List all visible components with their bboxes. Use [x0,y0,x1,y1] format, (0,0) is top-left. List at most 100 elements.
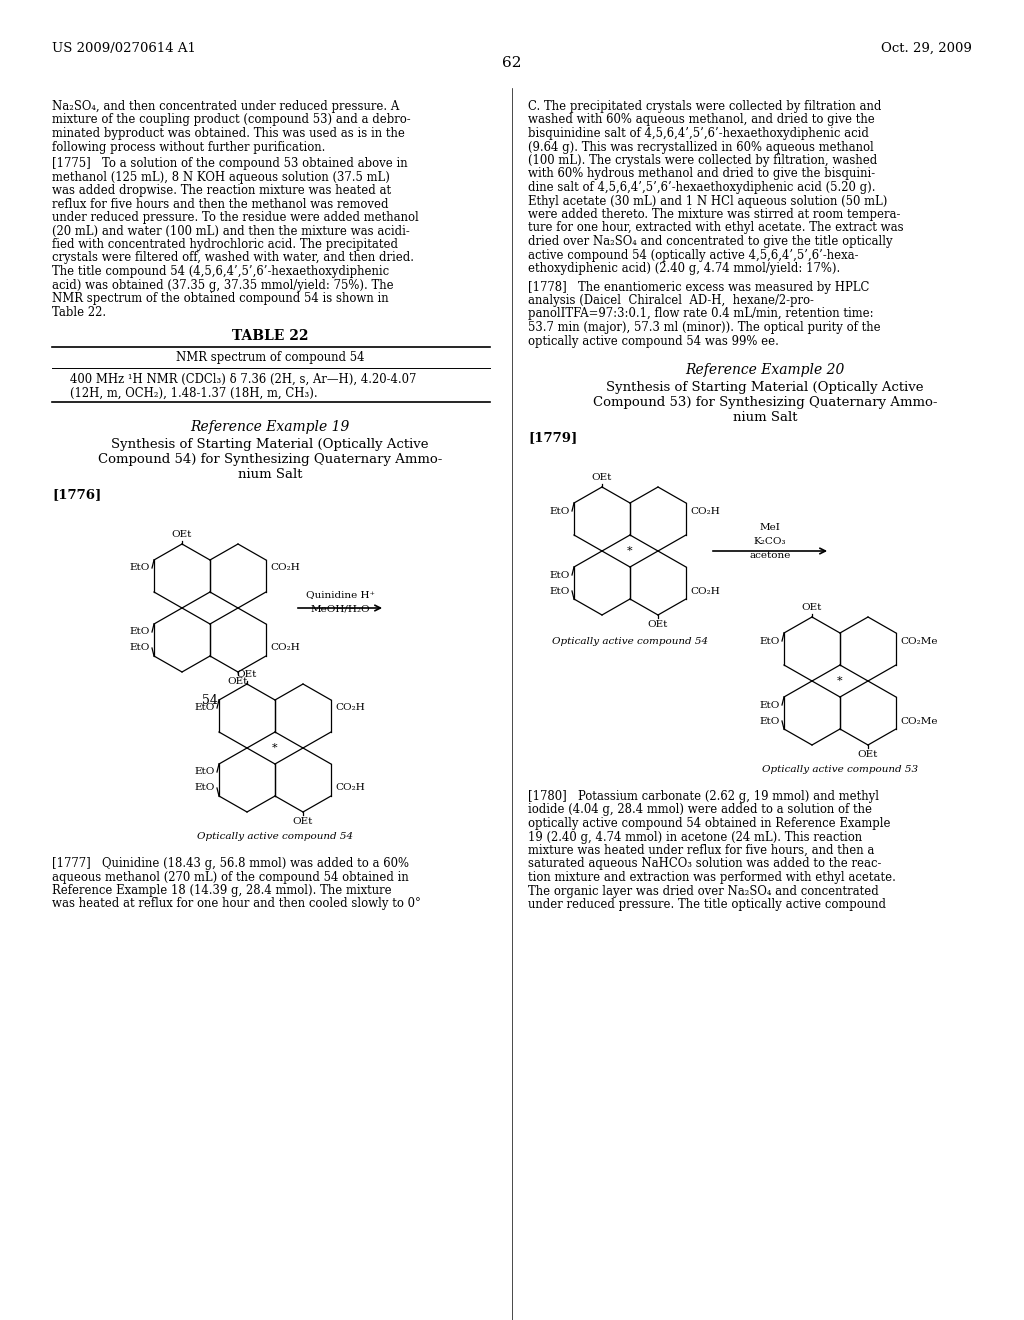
Text: CO₂H: CO₂H [690,586,720,595]
Text: OEt: OEt [858,750,879,759]
Text: 62: 62 [502,55,522,70]
Text: EtO: EtO [760,636,780,645]
Text: *: * [838,676,843,686]
Text: EtO: EtO [760,717,780,726]
Text: iodide (4.04 g, 28.4 mmol) were added to a solution of the: iodide (4.04 g, 28.4 mmol) were added to… [528,804,872,817]
Text: Reference Example 20: Reference Example 20 [685,363,845,378]
Text: [1777]   Quinidine (18.43 g, 56.8 mmol) was added to a 60%: [1777] Quinidine (18.43 g, 56.8 mmol) wa… [52,857,409,870]
Text: EtO: EtO [760,701,780,710]
Text: Compound 53) for Synthesizing Quaternary Ammo-: Compound 53) for Synthesizing Quaternary… [593,396,937,409]
Text: CO₂H: CO₂H [270,564,300,573]
Text: was added dropwise. The reaction mixture was heated at: was added dropwise. The reaction mixture… [52,183,391,197]
Text: MeI: MeI [760,523,780,532]
Text: mixture was heated under reflux for five hours, and then a: mixture was heated under reflux for five… [528,843,874,857]
Text: 53.7 min (major), 57.3 ml (minor)). The optical purity of the: 53.7 min (major), 57.3 ml (minor)). The … [528,321,881,334]
Text: (9.64 g). This was recrystallized in 60% aqueous methanol: (9.64 g). This was recrystallized in 60%… [528,140,873,153]
Text: NMR spectrum of the obtained compound 54 is shown in: NMR spectrum of the obtained compound 54… [52,292,389,305]
Text: OEt: OEt [293,817,313,826]
Text: 54: 54 [202,694,218,708]
Text: The title compound 54 (4,5,6,4’,5’,6’-hexaethoxydiphenic: The title compound 54 (4,5,6,4’,5’,6’-he… [52,265,389,279]
Text: EtO: EtO [550,570,570,579]
Text: TABLE 22: TABLE 22 [231,329,308,343]
Text: CO₂H: CO₂H [335,784,365,792]
Text: were added thereto. The mixture was stirred at room tempera-: were added thereto. The mixture was stir… [528,209,900,220]
Text: OEt: OEt [802,603,822,612]
Text: panolITFA=97:3:0.1, flow rate 0.4 mL/min, retention time:: panolITFA=97:3:0.1, flow rate 0.4 mL/min… [528,308,873,321]
Text: Reference Example 19: Reference Example 19 [190,420,349,434]
Text: dried over Na₂SO₄ and concentrated to give the title optically: dried over Na₂SO₄ and concentrated to gi… [528,235,893,248]
Text: [1775]   To a solution of the compound 53 obtained above in: [1775] To a solution of the compound 53 … [52,157,408,170]
Text: EtO: EtO [195,767,215,776]
Text: saturated aqueous NaHCO₃ solution was added to the reac-: saturated aqueous NaHCO₃ solution was ad… [528,858,882,870]
Text: [1780]   Potassium carbonate (2.62 g, 19 mmol) and methyl: [1780] Potassium carbonate (2.62 g, 19 m… [528,789,879,803]
Text: optically active compound 54 was 99% ee.: optically active compound 54 was 99% ee. [528,334,779,347]
Text: [1779]: [1779] [528,432,578,444]
Text: (12H, m, OCH₂), 1.48-1.37 (18H, m, CH₃).: (12H, m, OCH₂), 1.48-1.37 (18H, m, CH₃). [70,387,317,400]
Text: [1776]: [1776] [52,488,101,502]
Text: K₂CO₃: K₂CO₃ [754,537,786,546]
Text: dine salt of 4,5,6,4’,5’,6’-hexaethoxydiphenic acid (5.20 g).: dine salt of 4,5,6,4’,5’,6’-hexaethoxydi… [528,181,876,194]
Text: OEt: OEt [237,671,257,678]
Text: nium Salt: nium Salt [733,411,798,424]
Text: ethoxydiphenic acid) (2.40 g, 4.74 mmol/yield: 17%).: ethoxydiphenic acid) (2.40 g, 4.74 mmol/… [528,261,841,275]
Text: reflux for five hours and then the methanol was removed: reflux for five hours and then the metha… [52,198,388,210]
Text: under reduced pressure. The title optically active compound: under reduced pressure. The title optica… [528,898,886,911]
Text: methanol (125 mL), 8 N KOH aqueous solution (37.5 mL): methanol (125 mL), 8 N KOH aqueous solut… [52,170,390,183]
Text: EtO: EtO [130,644,150,652]
Text: washed with 60% aqueous methanol, and dried to give the: washed with 60% aqueous methanol, and dr… [528,114,874,127]
Text: Na₂SO₄, and then concentrated under reduced pressure. A: Na₂SO₄, and then concentrated under redu… [52,100,399,114]
Text: tion mixture and extraction was performed with ethyl acetate.: tion mixture and extraction was performe… [528,871,896,884]
Text: 400 MHz ¹H NMR (CDCl₃) δ 7.36 (2H, s, Ar—H), 4.20-4.07: 400 MHz ¹H NMR (CDCl₃) δ 7.36 (2H, s, Ar… [70,374,417,385]
Text: Quinidine H⁺: Quinidine H⁺ [305,590,375,599]
Text: OEt: OEt [592,473,612,482]
Text: *: * [272,743,278,752]
Text: nium Salt: nium Salt [238,469,302,480]
Text: 19 (2.40 g, 4.74 mmol) in acetone (24 mL). This reaction: 19 (2.40 g, 4.74 mmol) in acetone (24 mL… [528,830,862,843]
Text: Optically active compound 54: Optically active compound 54 [197,832,353,841]
Text: Table 22.: Table 22. [52,305,106,318]
Text: active compound 54 (optically active 4,5,6,4’,5’,6’-hexa-: active compound 54 (optically active 4,5… [528,248,858,261]
Text: EtO: EtO [195,704,215,713]
Text: analysis (Daicel  Chiralcel  AD-H,  hexane/2-pro-: analysis (Daicel Chiralcel AD-H, hexane/… [528,294,814,308]
Text: CO₂H: CO₂H [270,644,300,652]
Text: CO₂Me: CO₂Me [900,636,938,645]
Text: Synthesis of Starting Material (Optically Active: Synthesis of Starting Material (Opticall… [606,381,924,393]
Text: C. The precipitated crystals were collected by filtration and: C. The precipitated crystals were collec… [528,100,882,114]
Text: was heated at reflux for one hour and then cooled slowly to 0°: was heated at reflux for one hour and th… [52,898,421,911]
Text: mixture of the coupling product (compound 53) and a debro-: mixture of the coupling product (compoun… [52,114,411,127]
Text: Oct. 29, 2009: Oct. 29, 2009 [881,42,972,55]
Text: US 2009/0270614 A1: US 2009/0270614 A1 [52,42,196,55]
Text: OEt: OEt [648,620,669,630]
Text: optically active compound 54 obtained in Reference Example: optically active compound 54 obtained in… [528,817,891,830]
Text: fied with concentrated hydrochloric acid. The precipitated: fied with concentrated hydrochloric acid… [52,238,398,251]
Text: aqueous methanol (270 mL) of the compound 54 obtained in: aqueous methanol (270 mL) of the compoun… [52,870,409,883]
Text: NMR spectrum of compound 54: NMR spectrum of compound 54 [176,351,365,364]
Text: EtO: EtO [130,627,150,636]
Text: Reference Example 18 (14.39 g, 28.4 mmol). The mixture: Reference Example 18 (14.39 g, 28.4 mmol… [52,884,391,898]
Text: following process without further purification.: following process without further purifi… [52,140,326,153]
Text: with 60% hydrous methanol and dried to give the bisquini-: with 60% hydrous methanol and dried to g… [528,168,876,181]
Text: The organic layer was dried over Na₂SO₄ and concentrated: The organic layer was dried over Na₂SO₄ … [528,884,879,898]
Text: minated byproduct was obtained. This was used as is in the: minated byproduct was obtained. This was… [52,127,404,140]
Text: Optically active compound 54: Optically active compound 54 [552,638,708,645]
Text: MeOH/H₂O: MeOH/H₂O [310,605,370,612]
Text: ture for one hour, extracted with ethyl acetate. The extract was: ture for one hour, extracted with ethyl … [528,222,903,235]
Text: crystals were filtered off, washed with water, and then dried.: crystals were filtered off, washed with … [52,252,414,264]
Text: *: * [627,546,633,556]
Text: CO₂H: CO₂H [690,507,720,516]
Text: (100 mL). The crystals were collected by filtration, washed: (100 mL). The crystals were collected by… [528,154,878,168]
Text: Ethyl acetate (30 mL) and 1 N HCl aqueous solution (50 mL): Ethyl acetate (30 mL) and 1 N HCl aqueou… [528,194,888,207]
Text: EtO: EtO [550,586,570,595]
Text: [1778]   The enantiomeric excess was measured by HPLC: [1778] The enantiomeric excess was measu… [528,281,869,293]
Text: Optically active compound 53: Optically active compound 53 [762,766,919,774]
Text: acetone: acetone [750,550,791,560]
Text: EtO: EtO [130,564,150,573]
Text: under reduced pressure. To the residue were added methanol: under reduced pressure. To the residue w… [52,211,419,224]
Text: OEt: OEt [172,531,193,539]
Text: bisquinidine salt of 4,5,6,4’,5’,6’-hexaethoxydiphenic acid: bisquinidine salt of 4,5,6,4’,5’,6’-hexa… [528,127,869,140]
Text: (20 mL) and water (100 mL) and then the mixture was acidi-: (20 mL) and water (100 mL) and then the … [52,224,410,238]
Text: EtO: EtO [550,507,570,516]
Text: Synthesis of Starting Material (Optically Active: Synthesis of Starting Material (Opticall… [112,438,429,451]
Text: Compound 54) for Synthesizing Quaternary Ammo-: Compound 54) for Synthesizing Quaternary… [98,453,442,466]
Text: OEt: OEt [227,677,248,686]
